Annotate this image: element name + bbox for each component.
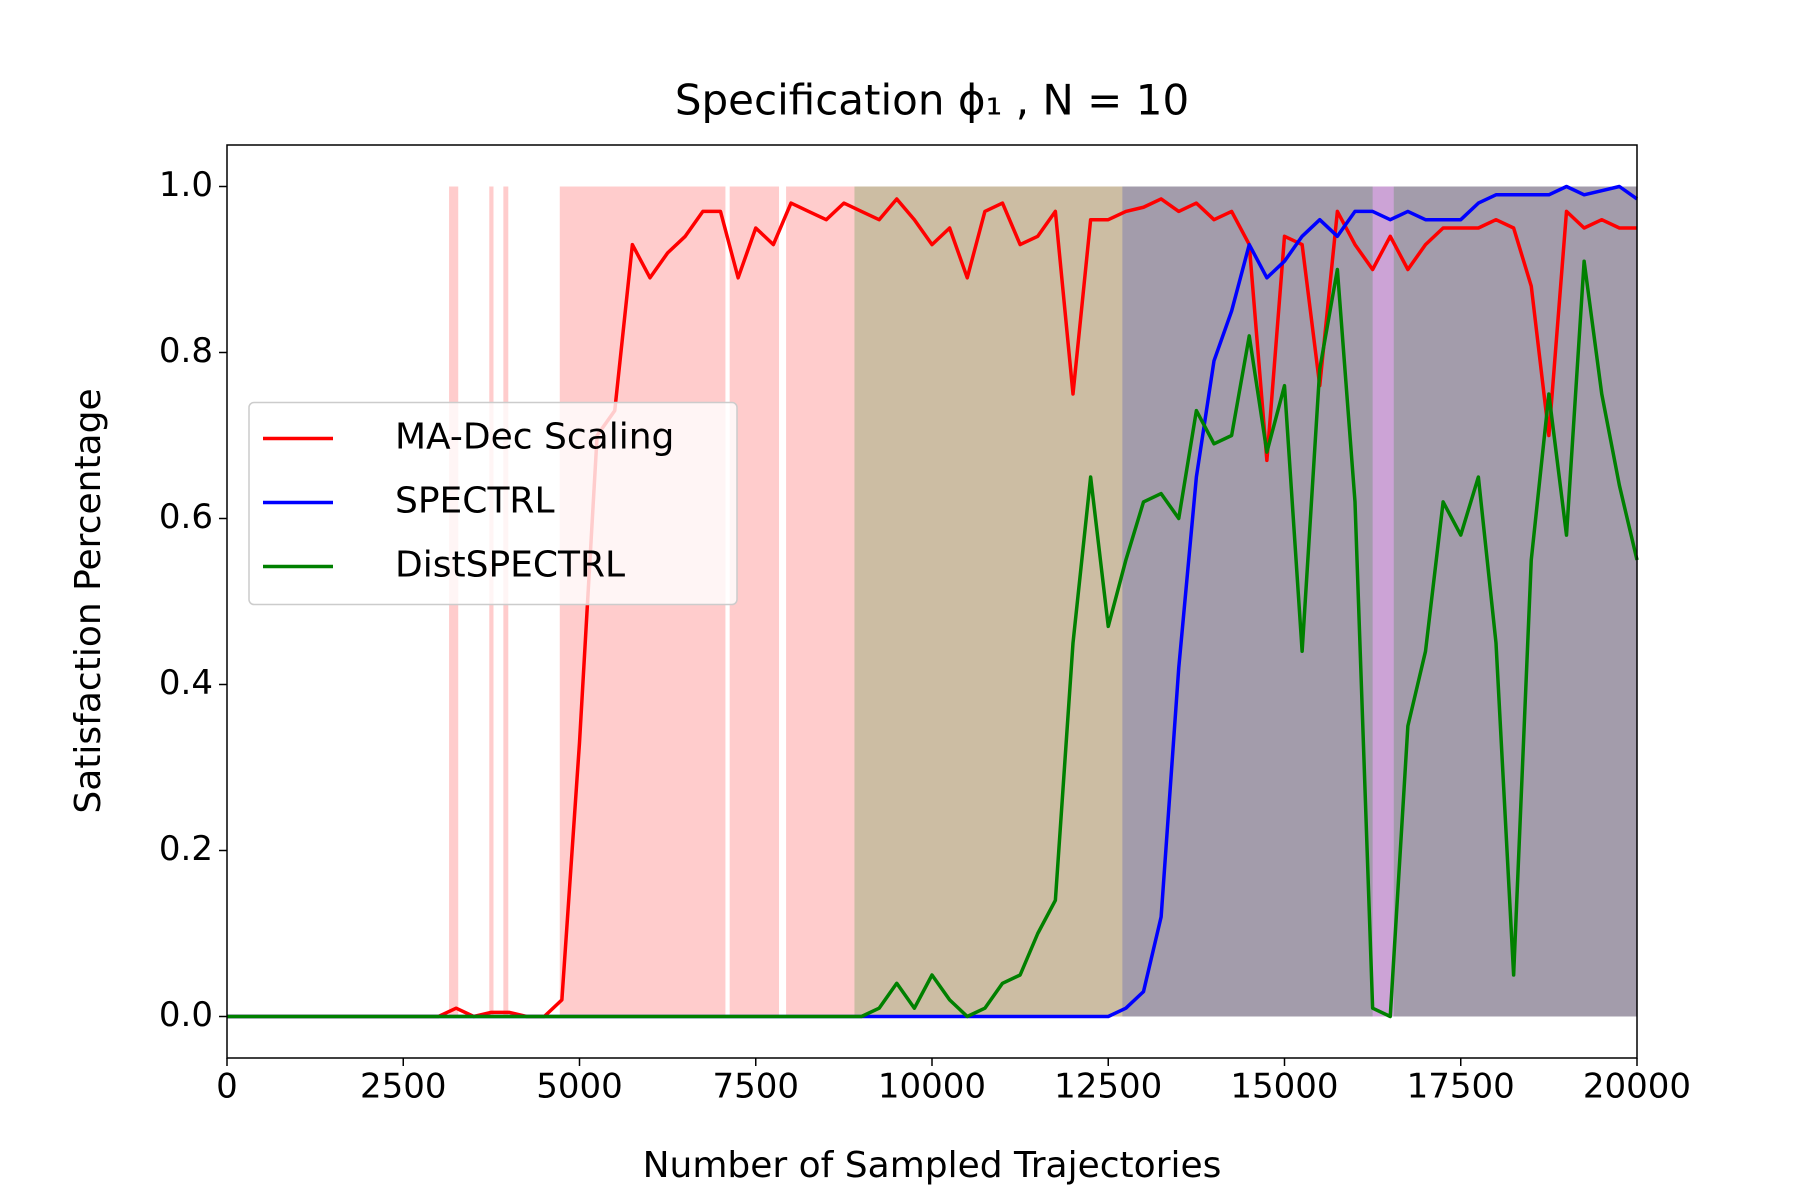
shaded-band <box>1393 186 1637 1017</box>
y-tick-label: 0.0 <box>159 995 213 1035</box>
legend-label: DistSPECTRL <box>395 545 625 586</box>
x-tick-label: 5000 <box>536 1067 623 1107</box>
x-tick-label: 15000 <box>1230 1067 1338 1107</box>
x-tick-label: 10000 <box>878 1067 986 1107</box>
shaded-band <box>729 186 780 1017</box>
y-tick-label: 0.4 <box>159 663 213 703</box>
y-tick-label: 0.6 <box>159 497 213 537</box>
x-tick-label: 20000 <box>1583 1067 1691 1107</box>
y-tick-label: 0.2 <box>159 829 213 869</box>
x-tick-label: 2500 <box>360 1067 447 1107</box>
x-tick-label: 12500 <box>1054 1067 1162 1107</box>
x-tick-label: 0 <box>216 1067 238 1107</box>
series-line <box>227 197 1637 1019</box>
chart-title: Specification ϕ₁ , N = 10 <box>675 76 1189 125</box>
x-tick-label: 7500 <box>712 1067 799 1107</box>
shaded-band <box>786 186 1637 1017</box>
series-line <box>227 259 1639 1019</box>
shaded-band <box>1122 186 1637 1017</box>
x-tick-label: 17500 <box>1407 1067 1515 1107</box>
y-axis-label: Satisfaction Percentage <box>68 388 109 813</box>
x-axis-label: Number of Sampled Trajectories <box>643 1145 1222 1186</box>
legend-label: SPECTRL <box>395 481 555 522</box>
legend-label: MA-Dec Scaling <box>395 417 674 458</box>
plot-frame <box>226 144 1638 1059</box>
legend-box <box>248 401 738 606</box>
legend: MA-Dec Scaling SPECTRL DistSPECTRL <box>248 401 738 606</box>
y-tick-label: 1.0 <box>159 165 213 205</box>
y-tick-label: 0.8 <box>159 331 213 371</box>
